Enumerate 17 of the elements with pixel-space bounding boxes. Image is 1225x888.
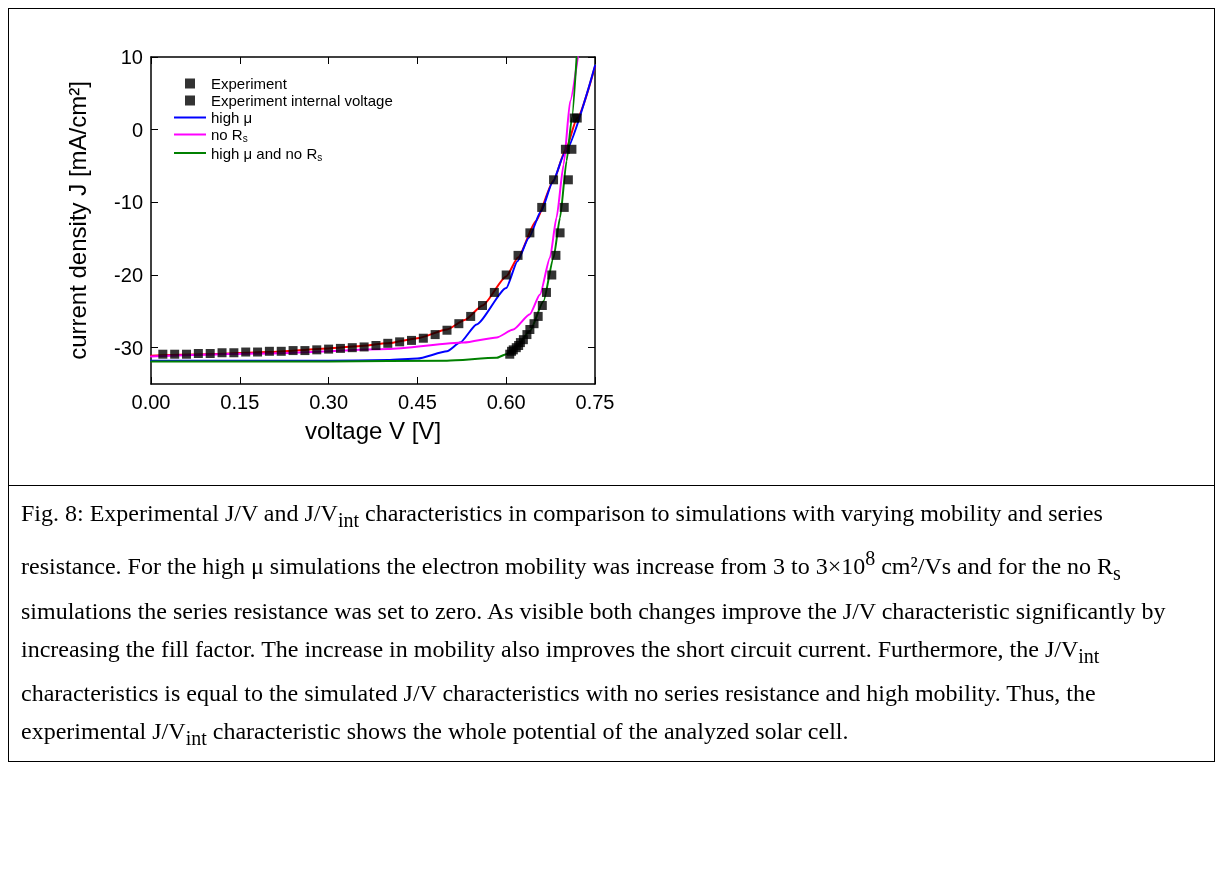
y-tick-label: 0 (131, 118, 143, 141)
y-tick-label: -10 (114, 191, 143, 214)
legend-label: Experiment (211, 75, 288, 92)
x-tick-label: 0.45 (397, 391, 437, 413)
x-tick-label: 0.15 (220, 391, 260, 413)
x-axis-title: voltage V [V] (304, 416, 442, 444)
legend-label: high μ (211, 109, 253, 126)
x-tick-label: 0.00 (131, 391, 171, 413)
y-tick-label: 10 (120, 46, 143, 68)
y-tick-label: -20 (114, 264, 143, 286)
x-tick-label: 0.60 (486, 391, 526, 413)
text: Fig. 8: Experimental J/V and J/V$_{int}$ characteristics in comparison to simulations with varying mobility and series resistance. For the high μ simulations the electron mobility was increase from 3 to 3×10$^{8}$ cm²/Vs and for the no R$_{s}$ simulations the series resistance was set to zero. As visible both changes improve the J/V characteristic significantly by increasing the fill factor. The increase in mobility also improves the short circuit current. Furthermore, the J/V$_{int}$ characteristics is equal to the simulated J/V characteristics with no series resistance and high mobility. Thus, the experimental J/V$_{int}$ characteristic shows the whole potential of the analyzed solar cell. (21, 500, 1166, 750)
y-axis-title: current density J [mA/cm²] (63, 81, 91, 360)
y-tick-label: -30 (114, 336, 143, 359)
x-tick-label: 0.30 (309, 391, 349, 413)
x-tick-label: 0.75 (575, 391, 615, 413)
legend-label: Experiment internal voltage (211, 92, 393, 109)
